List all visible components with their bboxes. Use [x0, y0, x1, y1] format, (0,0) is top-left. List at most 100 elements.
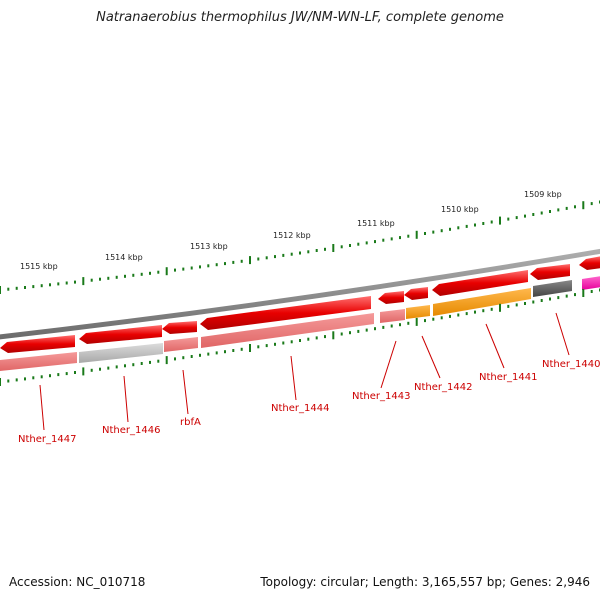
- cds-arrow-rbfa[interactable]: [162, 321, 197, 334]
- gene-label-nther-1443[interactable]: Nther_1443: [352, 391, 410, 402]
- category-seg-nther-1442: [406, 305, 430, 319]
- outer-scale-major-tick: [332, 244, 335, 252]
- inner-scale-minor-tick: [32, 376, 35, 380]
- inner-scale-minor-tick: [324, 335, 326, 339]
- inner-scale-minor-tick: [382, 325, 385, 329]
- cds-arrow-nther-1442[interactable]: [404, 287, 428, 300]
- outer-scale-minor-tick: [407, 234, 410, 238]
- inner-scale-minor-tick: [490, 307, 493, 311]
- inner-scale-minor-tick: [574, 293, 576, 297]
- inner-scale-major-tick: [165, 356, 168, 365]
- outer-scale-minor-tick: [482, 222, 485, 225]
- inner-scale-minor-tick: [24, 377, 26, 381]
- outer-scale-minor-tick: [374, 240, 376, 244]
- category-seg-nther-1444: [201, 313, 374, 348]
- inner-scale-minor-tick: [7, 379, 10, 383]
- outer-scale-minor-tick: [190, 266, 193, 270]
- outer-scale-minor-tick: [99, 277, 101, 281]
- kbp-label-1513: 1513 kbp: [190, 242, 228, 251]
- gene-label-nther-1440[interactable]: Nther_1440: [542, 359, 600, 370]
- cds-arrow-nther-1443[interactable]: [378, 291, 404, 304]
- outer-scale-minor-tick: [15, 286, 18, 290]
- inner-scale-minor-tick: [190, 355, 193, 358]
- gene-label-nther-1444[interactable]: Nther_1444: [271, 403, 329, 414]
- outer-scale-minor-tick: [524, 214, 526, 218]
- outer-scale-major-tick: [0, 286, 1, 294]
- inner-scale-minor-tick: [49, 374, 51, 378]
- inner-scale-minor-tick: [524, 302, 526, 305]
- outer-scale-minor-tick: [224, 262, 226, 266]
- inner-scale-minor-tick: [282, 341, 285, 345]
- outer-scale-minor-tick: [340, 245, 343, 249]
- outer-scale-minor-tick: [207, 264, 210, 268]
- outer-scale-minor-tick: [24, 286, 26, 289]
- outer-scale-minor-tick: [174, 268, 176, 272]
- scale-ticks-outer: [0, 200, 600, 294]
- cds-track: [0, 256, 600, 353]
- gene-label-nther-1446[interactable]: Nther_1446: [102, 425, 160, 436]
- outer-scale-major-tick: [582, 201, 585, 210]
- leader-rbfa: [182, 369, 189, 415]
- outer-scale-minor-tick: [132, 273, 135, 277]
- outer-scale-minor-tick: [390, 237, 393, 241]
- leader-nther-1442: [421, 335, 441, 379]
- outer-scale-minor-tick: [257, 257, 260, 261]
- outer-scale-minor-tick: [32, 285, 35, 289]
- outer-scale-minor-tick: [232, 260, 235, 264]
- category-seg-nther-1446: [79, 343, 163, 363]
- inner-scale-minor-tick: [199, 353, 201, 357]
- outer-scale-minor-tick: [490, 220, 493, 224]
- inner-scale-minor-tick: [340, 332, 343, 336]
- inner-scale-minor-tick: [465, 312, 468, 316]
- cds-arrow-nther-1447[interactable]: [0, 335, 75, 353]
- cds-arrow-nther-1444[interactable]: [200, 296, 371, 330]
- inner-scale-major-tick: [82, 367, 85, 376]
- gene-label-rbfa[interactable]: rbfA: [180, 417, 201, 428]
- inner-scale-major-tick: [499, 303, 501, 312]
- outer-scale-minor-tick: [457, 226, 460, 230]
- gene-leader-lines: [39, 312, 570, 431]
- inner-scale-minor-tick: [140, 362, 143, 365]
- inner-scale-minor-tick: [590, 290, 593, 293]
- inner-scale-minor-tick: [457, 313, 460, 317]
- outer-scale-minor-tick: [182, 267, 185, 271]
- category-seg-nther-1447: [0, 352, 77, 371]
- kbp-label-1509: 1509 kbp: [524, 190, 562, 199]
- cds-arrow-nther-1440[interactable]: [530, 264, 570, 280]
- inner-scale-minor-tick: [299, 339, 301, 342]
- inner-scale-minor-tick: [449, 314, 451, 318]
- outer-scale-major-tick: [499, 216, 501, 225]
- inner-scale-minor-tick: [549, 297, 551, 301]
- category-seg-nther-1440: [533, 280, 572, 297]
- category-seg-next: [582, 276, 600, 290]
- outer-scale-major-tick: [249, 256, 251, 265]
- inner-scale-minor-tick: [349, 331, 351, 335]
- gene-label-nther-1441[interactable]: Nther_1441: [479, 372, 537, 383]
- inner-scale-minor-tick: [99, 367, 101, 371]
- inner-scale-minor-tick: [90, 368, 93, 372]
- leader-nther-1441: [485, 323, 505, 369]
- inner-scale-minor-tick: [265, 344, 268, 348]
- inner-scale-minor-tick: [357, 329, 360, 333]
- cds-arrow-nther-1441[interactable]: [432, 270, 528, 296]
- cds-arrow-next[interactable]: [579, 256, 600, 270]
- inner-scale-major-tick: [415, 317, 418, 326]
- outer-scale-minor-tick: [157, 270, 160, 274]
- kbp-label-1512: 1512 kbp: [273, 231, 311, 240]
- kbp-label-1514: 1514 kbp: [105, 253, 143, 262]
- outer-scale-minor-tick: [315, 249, 318, 252]
- inner-scale-minor-tick: [390, 324, 393, 328]
- gene-label-nther-1442[interactable]: Nther_1442: [414, 382, 472, 393]
- outer-scale-minor-tick: [574, 205, 576, 209]
- genome-backbone: [0, 248, 600, 340]
- outer-scale-minor-tick: [240, 259, 243, 263]
- inner-scale-minor-tick: [532, 300, 535, 304]
- inner-scale-major-tick: [332, 331, 335, 340]
- inner-scale-minor-tick: [15, 378, 18, 382]
- gene-label-nther-1447[interactable]: Nther_1447: [18, 434, 76, 445]
- inner-scale-major-tick: [0, 378, 1, 386]
- outer-scale-minor-tick: [65, 281, 68, 285]
- cds-arrow-nther-1446[interactable]: [79, 325, 162, 344]
- inner-scale-minor-tick: [57, 373, 60, 377]
- inner-scale-minor-tick: [65, 372, 68, 376]
